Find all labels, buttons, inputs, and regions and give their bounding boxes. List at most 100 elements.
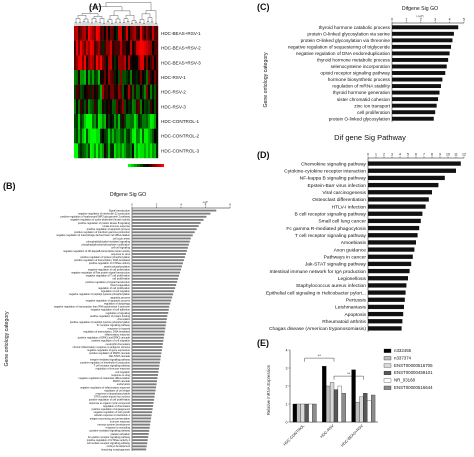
heatmap-cell [142, 26, 145, 41]
heatmap-cell [128, 84, 131, 100]
x-category-label: HDC-CONTROL [283, 424, 306, 447]
heatmap-cell [112, 55, 115, 71]
heatmap-cell [134, 143, 137, 159]
heatmap-cell [92, 55, 95, 71]
heatmap-cell [94, 55, 97, 71]
heatmap-cell [104, 143, 107, 159]
color-scale-step [137, 164, 140, 167]
category-label: zinc ion transport [354, 103, 390, 108]
heatmap-cell [126, 143, 129, 159]
y-tick-label: 2 [286, 384, 288, 388]
heatmap-cell [152, 70, 155, 85]
heatmap-cell [90, 70, 93, 85]
pathway-bar-chart-panel-c: Difgene Sig GO (-LgP) Gene ontology cate… [263, 6, 465, 142]
bar [304, 403, 309, 423]
bar [368, 297, 405, 302]
category-label: negative regulation of transcription fro… [54, 306, 130, 309]
heatmap-cell [76, 99, 79, 115]
heatmap-cell [116, 143, 119, 159]
heatmap-cell [124, 40, 127, 56]
heatmap-row-label: HDC-BEAS+RSV-3 [161, 60, 201, 65]
heatmap-cell [128, 143, 131, 159]
heatmap-cell [110, 114, 113, 129]
heatmap-cell [136, 70, 139, 85]
category-label: MAPK cascade [113, 380, 131, 383]
heatmap-cell [140, 70, 143, 85]
category-label: negative regulation of gene expression [87, 349, 131, 352]
heatmap-cell [106, 55, 109, 71]
heatmap-cell [148, 26, 151, 41]
x-tick-label: 0 [367, 153, 369, 157]
chart-d-bars [368, 161, 461, 331]
heatmap-cell [96, 26, 99, 41]
bar [132, 417, 152, 420]
category-label: thyroid hormone generation [333, 90, 391, 95]
heatmap-cell [124, 99, 127, 115]
x-tick-label: 9 [439, 153, 441, 157]
heatmap-cell [128, 128, 131, 144]
category-label: regulation of chemotaxis [103, 405, 131, 408]
chart-e-ylabel: Relative mRNA Expression [266, 364, 271, 415]
heatmap-cell [112, 70, 115, 85]
heatmap-cell [74, 26, 77, 41]
heatmap-cell [140, 84, 143, 100]
bar [132, 346, 163, 348]
heatmap-cell [100, 114, 103, 129]
heatmap-cell [94, 84, 97, 100]
heatmap-cell [110, 26, 113, 41]
heatmap-cell [100, 84, 103, 100]
bar [368, 290, 406, 295]
bar [132, 445, 147, 448]
category-label: positive regulation of cell migration [92, 340, 131, 343]
bar [363, 393, 368, 423]
heatmap-cell [118, 114, 121, 129]
y-tick-label: 1 [286, 402, 288, 406]
heatmap-cell [112, 99, 115, 115]
dendrogram-branch [113, 10, 131, 16]
chart-c-category-labels: thyroid hormone catabolic processprotein… [288, 25, 391, 121]
heatmap-cell [138, 99, 141, 115]
bar [337, 385, 342, 423]
dendrogram-branch [142, 23, 146, 26]
bar [392, 77, 443, 82]
heatmap-cell [128, 55, 131, 71]
heatmap-cell [86, 26, 89, 41]
heatmap-cell [124, 84, 127, 100]
color-scale-step [158, 164, 161, 167]
heatmap-cell [150, 143, 153, 159]
heatmap-cell [142, 55, 145, 71]
heatmap-cell [136, 84, 139, 100]
heatmap-cell [108, 26, 111, 41]
heatmap-cell [154, 84, 157, 100]
heatmap-cell [154, 114, 157, 129]
x-tick-label: 1 [375, 153, 377, 157]
heatmap-cell [154, 70, 157, 85]
bar [132, 315, 168, 317]
heatmap-cell [156, 128, 159, 144]
heatmap-cell [112, 26, 115, 41]
heatmap-cell [140, 26, 143, 41]
heatmap-cell [142, 99, 145, 115]
panel-letter-a: (A) [89, 2, 102, 12]
heatmap-cell [150, 84, 153, 100]
x-tick-label: 10 [446, 153, 450, 157]
bar [368, 233, 418, 238]
category-label: positive regulation of interleukin-6 pro… [80, 361, 130, 364]
heatmap-cell [92, 84, 95, 100]
heatmap-cell [74, 128, 77, 144]
significance-bracket [333, 375, 364, 380]
heatmap-row-label: HDC-BEAS+RSV-1 [161, 31, 201, 36]
panel-letter-c: (C) [257, 2, 270, 12]
bar [132, 240, 190, 243]
heatmap-cell [146, 128, 149, 144]
heatmap-cell [154, 128, 157, 144]
heatmap-cell [116, 26, 119, 41]
bar [132, 249, 187, 252]
dendrogram-branch [77, 15, 87, 20]
dendrogram-branch [78, 22, 82, 26]
heatmap-cell [132, 70, 135, 85]
heatmap-cell [82, 26, 85, 41]
category-label: chemotaxis [117, 318, 130, 321]
category-label: Small cell lung cancer [318, 219, 366, 225]
category-label: protein O-linked glycosylation [329, 116, 391, 121]
